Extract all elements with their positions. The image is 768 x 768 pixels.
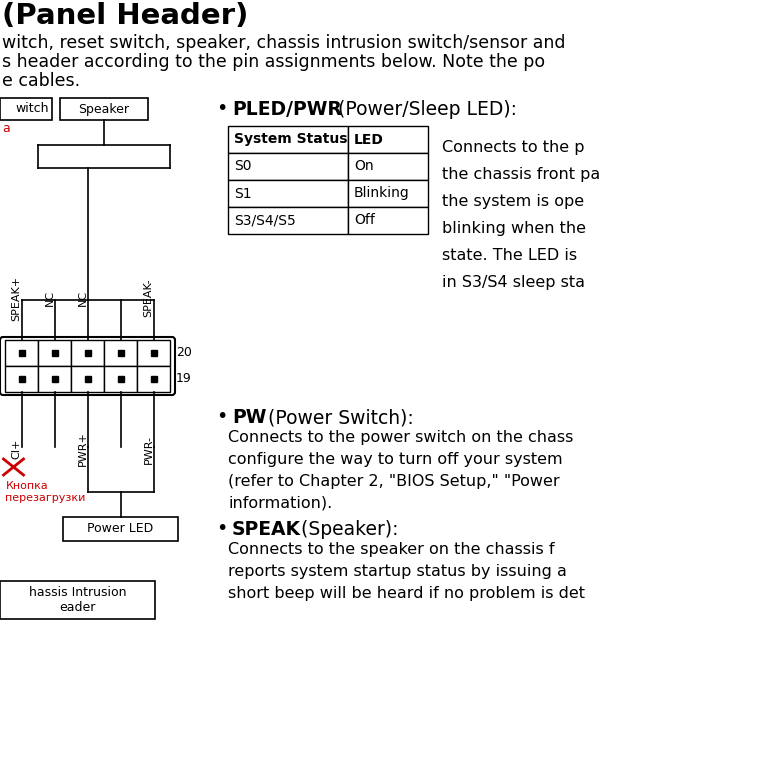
Bar bbox=[228, 153, 348, 180]
Text: S0: S0 bbox=[234, 160, 251, 174]
Bar bbox=[137, 366, 170, 392]
Bar bbox=[5, 340, 38, 366]
Text: Power LED: Power LED bbox=[88, 522, 154, 535]
Text: s header according to the pin assignments below. Note the po: s header according to the pin assignment… bbox=[2, 53, 545, 71]
Text: SPEAK+: SPEAK+ bbox=[12, 276, 22, 320]
Text: •: • bbox=[216, 98, 227, 118]
Text: System Status: System Status bbox=[234, 133, 347, 147]
Bar bbox=[60, 98, 148, 120]
Text: Speaker: Speaker bbox=[78, 102, 130, 115]
Text: перезагрузки: перезагрузки bbox=[5, 493, 86, 503]
FancyBboxPatch shape bbox=[0, 337, 175, 395]
Bar bbox=[0, 98, 52, 120]
Text: information).: information). bbox=[228, 496, 333, 511]
Bar bbox=[104, 340, 137, 366]
Text: PWR-: PWR- bbox=[144, 435, 154, 464]
Text: Blinking: Blinking bbox=[354, 187, 410, 200]
Text: Connects to the p: Connects to the p bbox=[442, 140, 584, 155]
Bar bbox=[348, 180, 428, 207]
Text: hassis Intrusion
eader: hassis Intrusion eader bbox=[28, 586, 126, 614]
Text: blinking when the: blinking when the bbox=[442, 221, 586, 236]
Bar bbox=[348, 126, 428, 153]
Text: CI+: CI+ bbox=[12, 439, 22, 459]
Text: (Power Switch):: (Power Switch): bbox=[262, 408, 414, 427]
Text: (Power/Sleep LED):: (Power/Sleep LED): bbox=[332, 100, 517, 119]
Text: configure the way to turn off your system: configure the way to turn off your syste… bbox=[228, 452, 563, 467]
Text: e cables.: e cables. bbox=[2, 72, 80, 90]
Bar bbox=[137, 340, 170, 366]
Text: а: а bbox=[2, 122, 10, 135]
Bar bbox=[71, 340, 104, 366]
Text: 19: 19 bbox=[176, 372, 192, 386]
Text: SPEAK-: SPEAK- bbox=[144, 279, 154, 317]
Text: 20: 20 bbox=[176, 346, 192, 359]
Bar bbox=[228, 180, 348, 207]
Text: (refer to Chapter 2, "BIOS Setup," "Power: (refer to Chapter 2, "BIOS Setup," "Powe… bbox=[228, 474, 560, 489]
Text: NC: NC bbox=[78, 290, 88, 306]
Text: SPEAK: SPEAK bbox=[232, 520, 301, 539]
Text: S1: S1 bbox=[234, 187, 252, 200]
Bar bbox=[0, 581, 155, 619]
Text: witch: witch bbox=[15, 102, 48, 115]
Text: PWR+: PWR+ bbox=[78, 432, 88, 466]
Text: PW: PW bbox=[232, 408, 266, 427]
Text: Connects to the power switch on the chass: Connects to the power switch on the chas… bbox=[228, 430, 574, 445]
Text: Connects to the speaker on the chassis f: Connects to the speaker on the chassis f bbox=[228, 542, 554, 557]
Bar bbox=[104, 366, 137, 392]
Bar bbox=[71, 366, 104, 392]
Text: witch, reset switch, speaker, chassis intrusion switch/sensor and: witch, reset switch, speaker, chassis in… bbox=[2, 34, 565, 52]
Text: in S3/S4 sleep sta: in S3/S4 sleep sta bbox=[442, 275, 585, 290]
Text: state. The LED is: state. The LED is bbox=[442, 248, 577, 263]
Bar bbox=[348, 153, 428, 180]
Bar bbox=[348, 207, 428, 234]
Text: On: On bbox=[354, 160, 373, 174]
Bar bbox=[38, 366, 71, 392]
Bar bbox=[5, 366, 38, 392]
Bar bbox=[38, 340, 71, 366]
Text: (Speaker):: (Speaker): bbox=[295, 520, 399, 539]
Text: Кнопка: Кнопка bbox=[5, 481, 48, 491]
Text: •: • bbox=[216, 518, 227, 538]
Text: short beep will be heard if no problem is det: short beep will be heard if no problem i… bbox=[228, 586, 585, 601]
Bar bbox=[228, 126, 348, 153]
Text: Off: Off bbox=[354, 214, 375, 227]
Bar bbox=[63, 517, 178, 541]
Text: NC: NC bbox=[45, 290, 55, 306]
Text: PLED/PWR: PLED/PWR bbox=[232, 100, 342, 119]
Text: reports system startup status by issuing a: reports system startup status by issuing… bbox=[228, 564, 567, 579]
Text: LED: LED bbox=[354, 133, 384, 147]
Bar bbox=[228, 207, 348, 234]
Text: S3/S4/S5: S3/S4/S5 bbox=[234, 214, 296, 227]
Text: •: • bbox=[216, 406, 227, 425]
Text: (Panel Header): (Panel Header) bbox=[2, 2, 248, 30]
Text: the system is ope: the system is ope bbox=[442, 194, 584, 209]
Text: the chassis front pa: the chassis front pa bbox=[442, 167, 601, 182]
